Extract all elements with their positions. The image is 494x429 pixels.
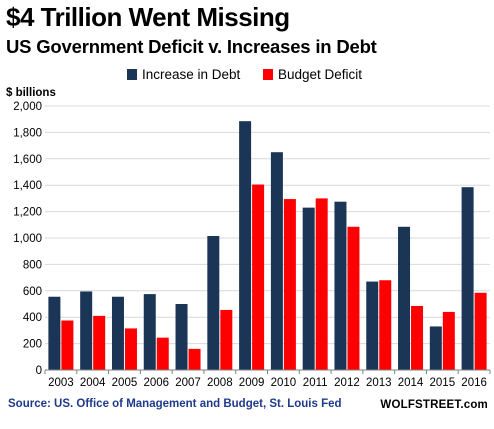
x-tick-label: 2008 <box>207 377 233 389</box>
bar-budget-deficit <box>188 348 201 370</box>
chart-title: $4 Trillion Went Missing <box>6 2 290 32</box>
bar-debt-increase <box>143 294 156 370</box>
legend: Increase in Debt Budget Deficit <box>127 67 362 82</box>
source-note: Source: US. Office of Management and Bud… <box>8 398 342 410</box>
x-tick-label: 2006 <box>143 377 169 389</box>
bar-budget-deficit <box>283 199 296 370</box>
x-tick-label: 2003 <box>48 377 74 389</box>
y-tick-label: 1,200 <box>13 207 42 219</box>
bar-debt-increase <box>302 207 315 370</box>
bar-budget-deficit <box>347 226 360 370</box>
bar-debt-increase <box>366 281 379 370</box>
bar-debt-increase <box>175 304 188 370</box>
bar-debt-increase <box>111 296 124 370</box>
bar-budget-deficit <box>474 292 487 370</box>
x-tick-label: 2009 <box>239 377 265 389</box>
legend-label: Increase in Debt <box>142 67 241 82</box>
bar-budget-deficit <box>252 184 265 370</box>
bar-debt-increase <box>334 201 347 370</box>
x-tick-label: 2004 <box>80 377 106 389</box>
y-axis-label: $ billions <box>6 87 56 99</box>
x-tick-label: 2005 <box>112 377 138 389</box>
bar-budget-deficit <box>61 320 74 370</box>
legend-swatch <box>263 69 273 80</box>
bar-budget-deficit <box>442 311 455 370</box>
chart-subtitle: US Government Deficit v. Increases in De… <box>6 36 377 57</box>
y-tick-label: 1,600 <box>13 154 42 166</box>
bar-budget-deficit <box>124 328 137 370</box>
bar-budget-deficit <box>93 315 106 370</box>
x-tick-label: 2012 <box>334 377 360 389</box>
gridlines <box>45 105 490 345</box>
bar-budget-deficit <box>315 198 328 370</box>
x-tick-label: 2013 <box>366 377 392 389</box>
y-tick-label: 800 <box>23 259 42 271</box>
y-tick-label: 0 <box>36 365 42 377</box>
y-tick-label: 2,000 <box>13 101 42 113</box>
legend-swatch <box>127 69 137 80</box>
legend-label: Budget Deficit <box>278 67 362 82</box>
bar-debt-increase <box>429 326 442 370</box>
bars <box>48 121 487 371</box>
x-tick-label: 2014 <box>398 377 424 389</box>
x-tick-label: 2011 <box>303 377 328 389</box>
bar-debt-increase <box>80 291 93 370</box>
y-tick-label: 1,000 <box>13 233 42 245</box>
y-tick-label: 1,400 <box>13 180 42 192</box>
bar-budget-deficit <box>220 309 233 370</box>
y-tick-label: 400 <box>23 312 42 324</box>
y-tick-label: 200 <box>23 339 42 351</box>
brand-label: WOLFSTREET.com <box>380 399 488 411</box>
bar-budget-deficit <box>411 305 424 370</box>
bar-debt-increase <box>461 187 474 370</box>
bar-budget-deficit <box>379 280 392 370</box>
x-tick-label: 2010 <box>271 377 297 389</box>
y-tick-label: 1,800 <box>13 127 42 139</box>
bar-debt-increase <box>398 226 411 370</box>
bar-debt-increase <box>48 296 61 370</box>
bar-debt-increase <box>207 236 220 370</box>
x-tick-label: 2007 <box>175 377 201 389</box>
bar-debt-increase <box>239 121 252 371</box>
bar-budget-deficit <box>156 337 169 370</box>
x-tick-label: 2016 <box>461 377 487 389</box>
x-tick-label: 2015 <box>430 377 456 389</box>
bar-debt-increase <box>270 152 283 370</box>
y-tick-label: 600 <box>23 286 42 298</box>
axes: 0 200 400 600 800 1,000 1,200 1,400 1,600 1,800 2,… <box>6 87 491 389</box>
